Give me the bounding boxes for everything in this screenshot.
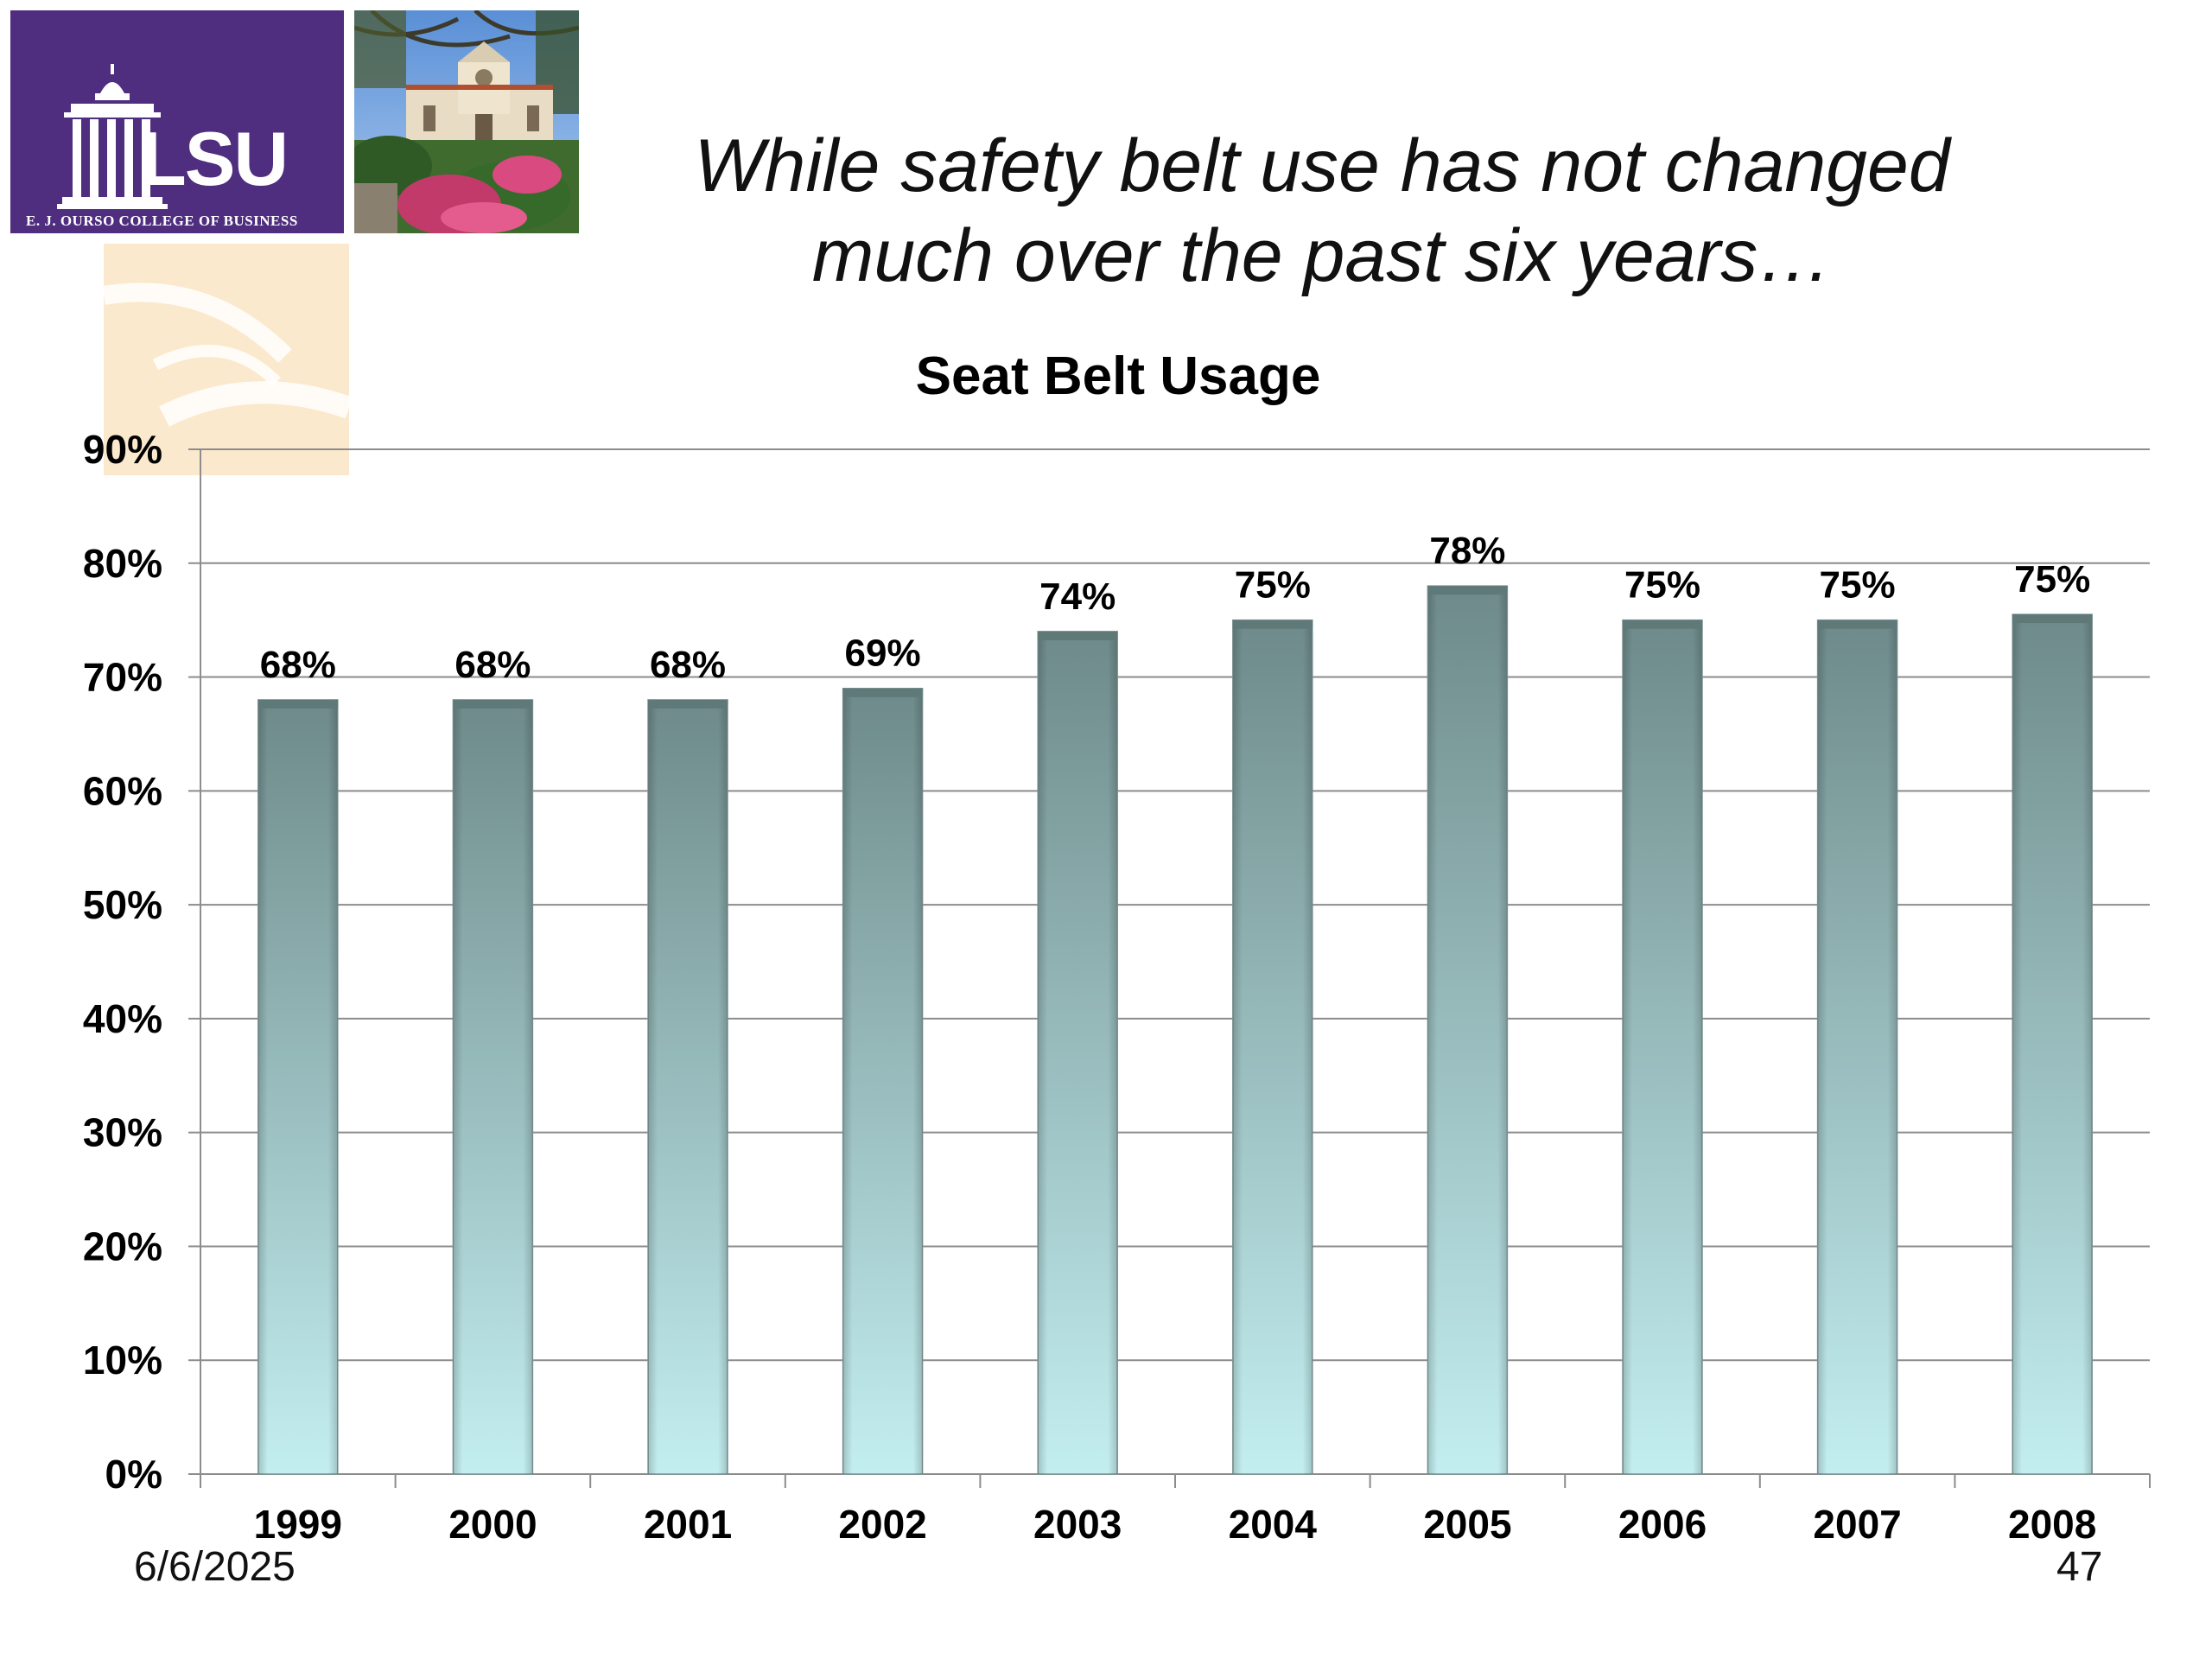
data-labels: 68% 68% 68% 69% 74% 75% 78% 75% 75% 75% <box>260 530 2090 686</box>
y-tick-label: 40% <box>83 996 162 1041</box>
y-tick-label: 90% <box>83 427 162 472</box>
y-tick-label: 20% <box>83 1224 162 1268</box>
x-tick-label-2007: 2007 <box>1813 1502 1901 1547</box>
x-tick-label-2002: 2002 <box>838 1502 926 1547</box>
x-tick-label-2000: 2000 <box>448 1502 537 1547</box>
x-tick-label-2001: 2001 <box>644 1502 732 1547</box>
logo-subtitle: E. J. OURSO COLLEGE OF BUSINESS <box>26 213 298 229</box>
bar-cap-2004 <box>1232 620 1313 629</box>
data-label-2000: 68% <box>454 644 531 686</box>
chart-title: Seat Belt Usage <box>916 346 1321 406</box>
x-tick-label-2008: 2008 <box>2008 1502 2096 1547</box>
x-tick-label-2004: 2004 <box>1229 1502 1318 1547</box>
y-tick-label: 70% <box>83 655 162 700</box>
logo-wordmark: LSU <box>140 116 289 201</box>
y-tick-label: 30% <box>83 1110 162 1155</box>
bar-cap-2001 <box>648 699 728 709</box>
bar-shade-2000 <box>453 699 533 1474</box>
axes: 0% 10% 20% 30% 40% 50% 60% 70% 80% 90% 1999 2000 200… <box>83 427 2151 1547</box>
data-label-2008: 75% <box>2014 558 2090 601</box>
x-tick-label-2006: 2006 <box>1618 1502 1707 1547</box>
bar-shade-2007 <box>1817 620 1897 1474</box>
data-label-2005: 78% <box>1429 530 1505 572</box>
decorative-panel <box>104 244 349 475</box>
bar-shade-2002 <box>842 688 923 1474</box>
bar-cap-2006 <box>1623 620 1702 629</box>
x-tick-label-2003: 2003 <box>1033 1502 1122 1547</box>
page-number: 47 <box>2056 1544 2103 1590</box>
y-tick-label: 60% <box>83 768 162 813</box>
data-label-2004: 75% <box>1235 564 1311 607</box>
bar-cap-2008 <box>2012 614 2093 624</box>
bar-cap-2003 <box>1038 631 1118 640</box>
data-label-2006: 75% <box>1624 564 1700 607</box>
bar-shade-2001 <box>648 699 728 1474</box>
x-tick-label-1999: 1999 <box>254 1502 342 1547</box>
data-label-1999: 68% <box>260 644 336 686</box>
lsu-logo: LSU E. J. OURSO COLLEGE OF BUSINESS <box>10 10 344 233</box>
data-label-2003: 74% <box>1039 575 1116 618</box>
bar-shade-2008 <box>2012 614 2093 1474</box>
bar-shade-1999 <box>257 699 338 1474</box>
bar-shade-2004 <box>1232 620 1313 1474</box>
headline-line-2: much over the past six years… <box>811 214 1833 297</box>
bar-cap-2007 <box>1817 620 1897 629</box>
bars <box>257 585 2093 1475</box>
y-tick-label: 10% <box>83 1338 162 1382</box>
bar-cap-1999 <box>257 699 338 709</box>
data-label-2002: 69% <box>845 632 921 675</box>
y-tick-label: 80% <box>83 541 162 586</box>
bar-cap-2005 <box>1427 586 1508 595</box>
bar-cap-2002 <box>842 688 923 697</box>
campus-photo <box>354 10 579 233</box>
data-label-2007: 75% <box>1820 564 1896 607</box>
slide-headline: While safety belt use has not changed mu… <box>605 121 2039 301</box>
bar-cap-2000 <box>453 699 533 709</box>
x-tick-label-2005: 2005 <box>1423 1502 1511 1547</box>
data-label-2001: 68% <box>650 644 726 686</box>
headline-line-1: While safety belt use has not changed <box>694 124 1950 207</box>
bar-shade-2006 <box>1623 620 1702 1474</box>
building-icon <box>57 64 168 209</box>
y-tick-label: 0% <box>105 1452 162 1497</box>
bar-shade-2003 <box>1038 631 1118 1474</box>
footer-date: 6/6/2025 <box>134 1544 296 1590</box>
y-tick-label: 50% <box>83 882 162 927</box>
bar-shade-2005 <box>1427 586 1508 1475</box>
